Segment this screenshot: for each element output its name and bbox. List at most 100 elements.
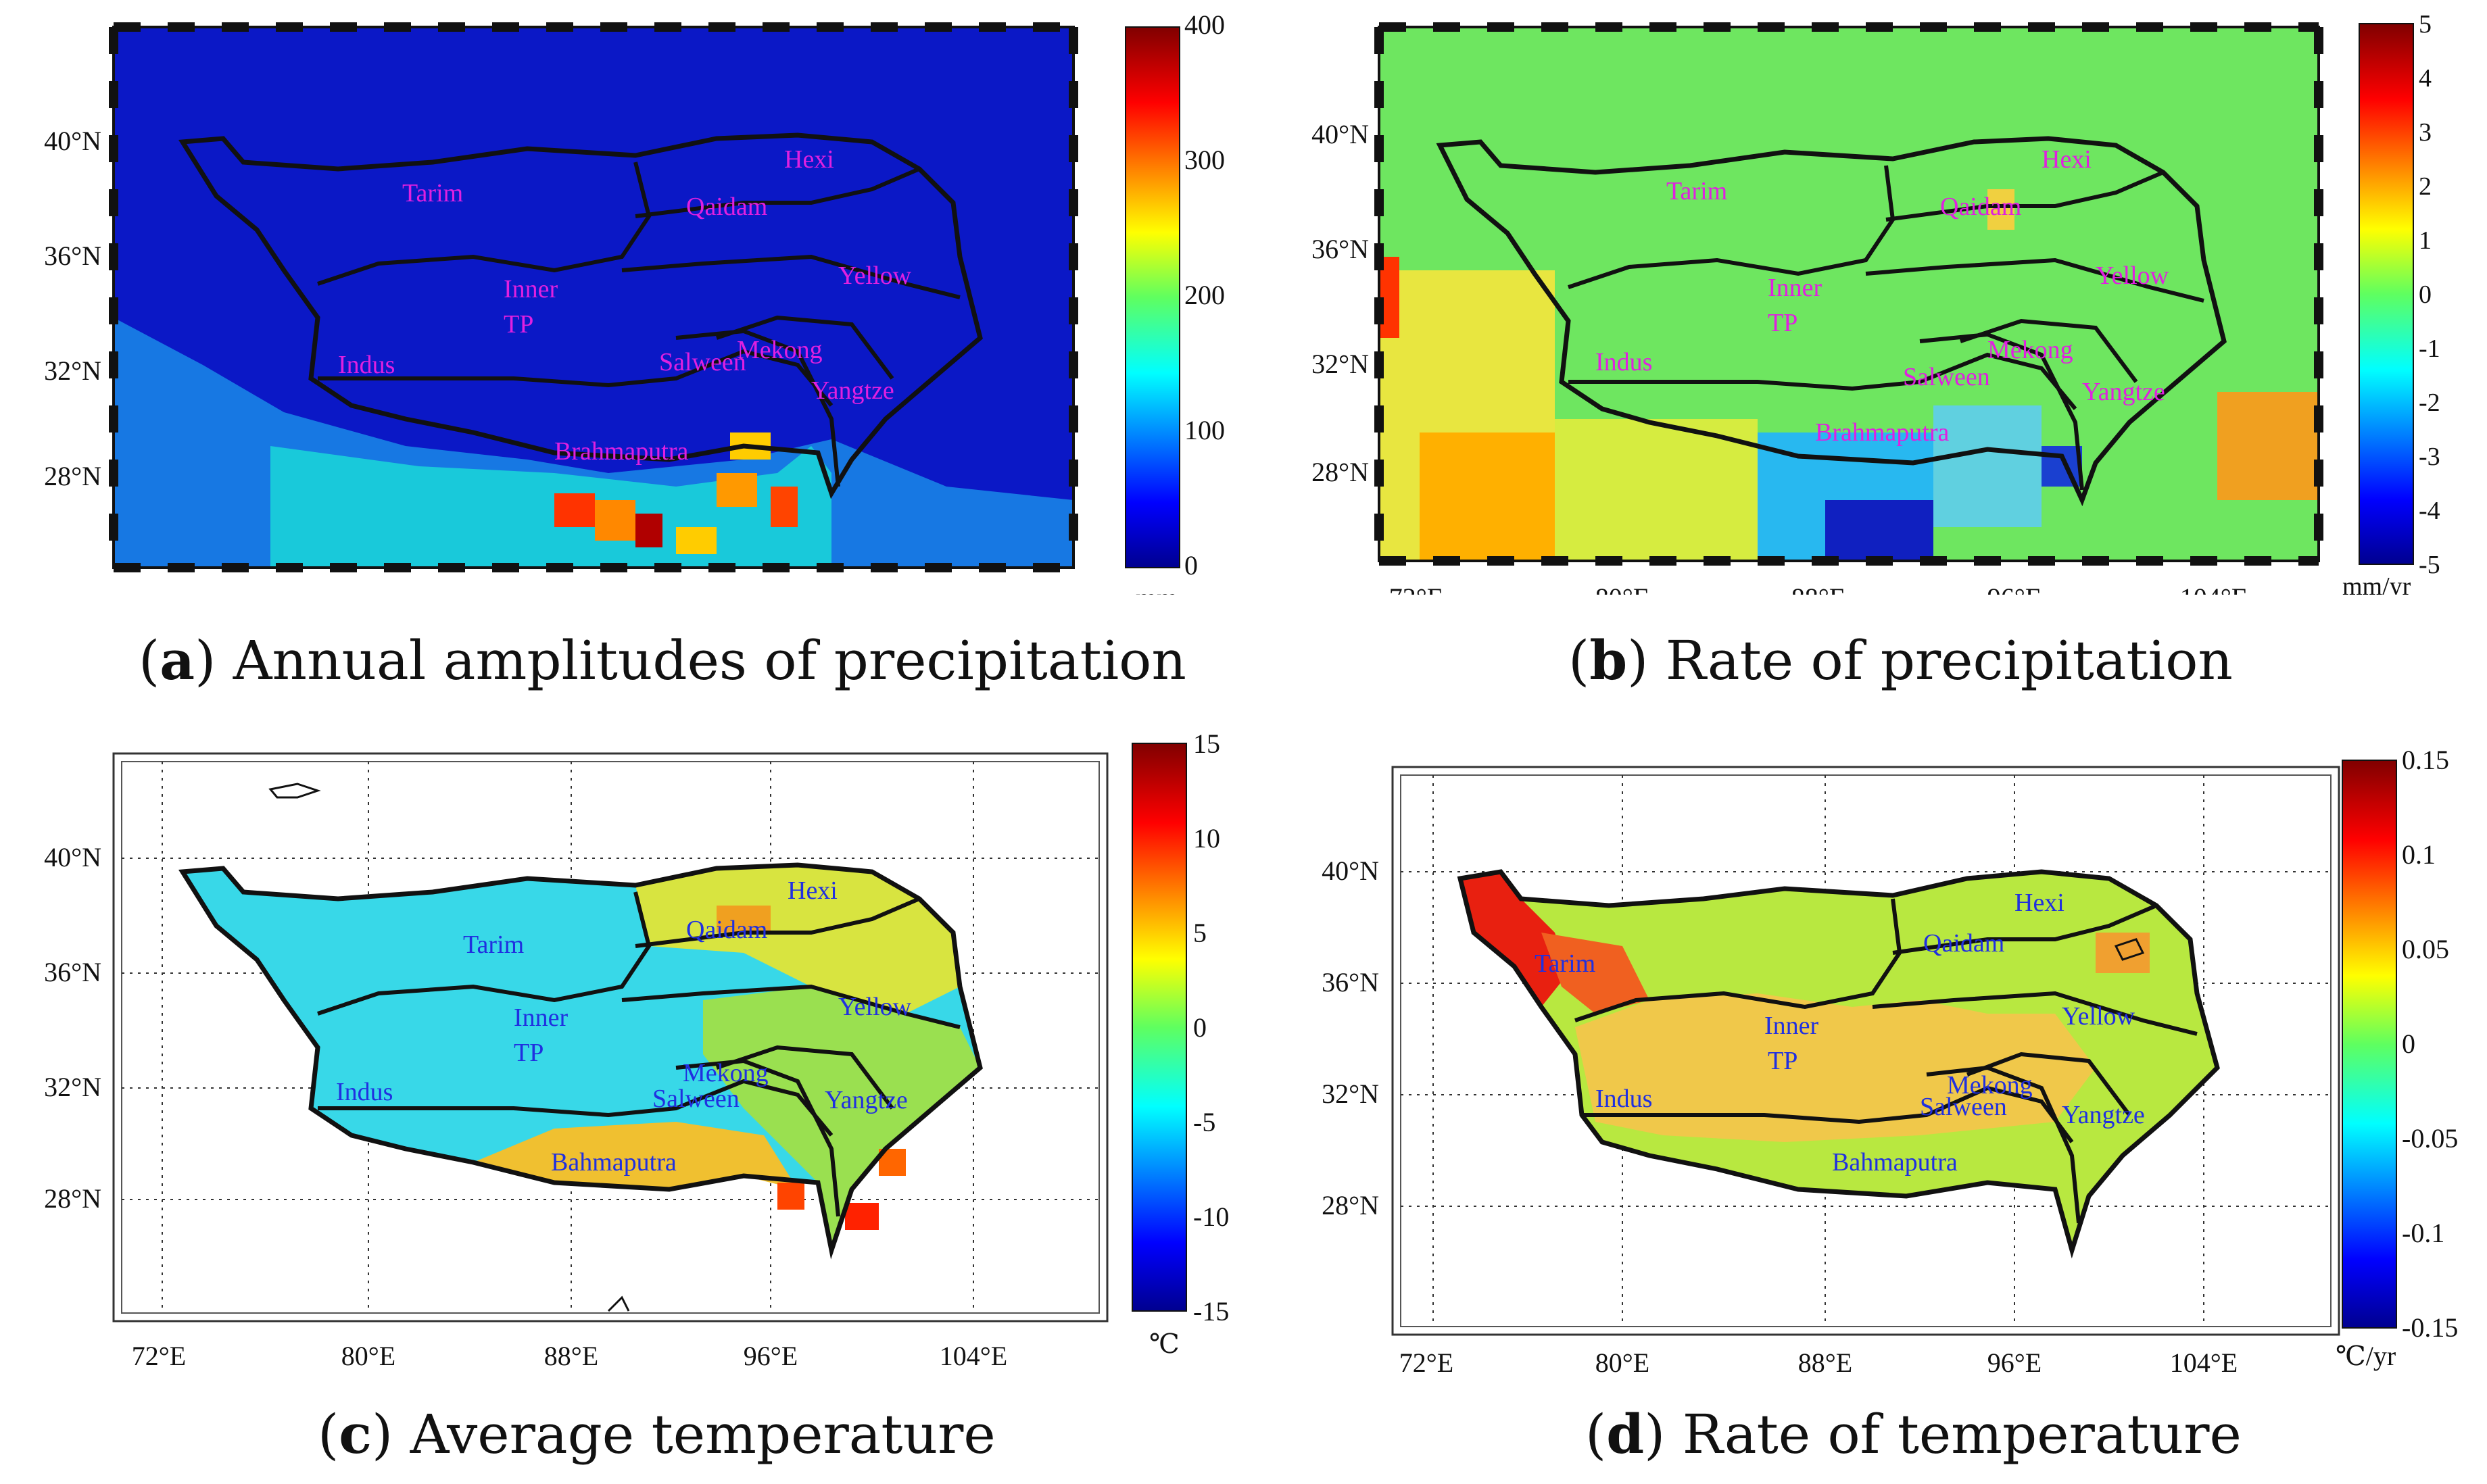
lake-outline	[2114, 938, 2145, 961]
x-tick: 104°E	[2170, 1347, 2238, 1378]
y-tick: 40°N	[44, 842, 101, 872]
colorbar-tick: -10	[1193, 1202, 1229, 1232]
x-tick: 104°E	[2180, 583, 2248, 595]
colorbar-tick: 300	[1184, 145, 1225, 175]
x-tick: 96°E	[744, 1341, 798, 1371]
region-label-yangtze: Yangtze	[2062, 1101, 2145, 1129]
colorbar-unit: ℃/yr	[2336, 1341, 2396, 1371]
region-label-hexi: Hexi	[2014, 889, 2065, 917]
y-tick: 32°N	[44, 355, 101, 386]
plateau-boundary	[178, 132, 983, 499]
region-label-indus: Indus	[336, 1078, 393, 1106]
region-label-salween: Salween	[1920, 1093, 2007, 1121]
colorbar-tick: 0.05	[2402, 934, 2449, 964]
region-label-tarim: Tarim	[463, 931, 524, 959]
colorbar-tick: 0	[2402, 1029, 2415, 1059]
plateau-boundary	[178, 862, 983, 1260]
colorbar-tick: 1	[2419, 226, 2432, 255]
colorbar-tick: 200	[1184, 280, 1225, 310]
colorbar-tick: 15	[1193, 730, 1220, 759]
y-tick: 28°N	[1311, 457, 1369, 487]
y-tick: 36°N	[44, 957, 101, 987]
region-label-salween: Salween	[1903, 363, 1990, 391]
region-label-yangtze: Yangtze	[2082, 378, 2165, 406]
region-label-mekong: Mekong	[737, 336, 823, 364]
colorbar-tick: -0.05	[2402, 1123, 2458, 1154]
region-label-yellow: Yellow	[2096, 262, 2169, 290]
region-label-mekong: Mekong	[683, 1059, 769, 1087]
x-tick: 96°E	[1987, 583, 2042, 595]
y-tick: 32°N	[1311, 349, 1369, 379]
caption-d: (d) Rate of temperature	[1585, 1402, 2242, 1466]
colorbar-tick: 5	[1193, 918, 1207, 948]
caption-letter: b	[1589, 628, 1628, 692]
colorbar: 0.15 0.1 0.05 0 -0.05 -0.1 -0.15 ℃/yr	[2336, 745, 2458, 1371]
caption-text: Annual amplitudes of precipitation	[233, 629, 1186, 692]
colorbar-tick: -4	[2419, 497, 2440, 525]
region-label-salween: Salween	[659, 348, 746, 376]
y-tick: 32°N	[1322, 1079, 1379, 1109]
region-label-tp: TP	[504, 310, 533, 339]
colorbar-tick: 4	[2419, 64, 2432, 93]
colorbar-tick: -15	[1193, 1296, 1229, 1327]
caption-text: Rate of temperature	[1682, 1403, 2242, 1466]
x-tick: 72°E	[132, 1341, 186, 1371]
x-tick: 88°E	[531, 589, 585, 595]
y-tick: 36°N	[1322, 967, 1379, 997]
region-label-hexi: Hexi	[784, 145, 834, 174]
x-tick: 80°E	[341, 1341, 395, 1371]
y-tick: 28°N	[44, 461, 101, 491]
region-label-qaidam: Qaidam	[686, 916, 767, 944]
colorbar-tick: -2	[2419, 389, 2440, 417]
region-label-tarim: Tarim	[1535, 949, 1595, 978]
caption-a: (a) Annual amplitudes of precipitation	[139, 628, 1186, 692]
colorbar-tick: -5	[1193, 1107, 1215, 1137]
region-label-tp: TP	[1768, 1047, 1797, 1075]
colorbar-tick: 0.15	[2402, 745, 2449, 775]
colorbar-tick: 100	[1184, 415, 1225, 445]
region-label-tp: TP	[514, 1039, 544, 1067]
map-frame	[1374, 22, 2323, 566]
y-tick: 32°N	[44, 1072, 101, 1102]
region-label-inner: Inner	[1764, 1012, 1819, 1040]
x-tick: 72°E	[1399, 1347, 1453, 1378]
colorbar-unit: mm	[1136, 583, 1178, 595]
caption-text: Average temperature	[410, 1403, 996, 1466]
region-label-yangtze: Yangtze	[811, 376, 894, 405]
colorbar-tick: -1	[2419, 335, 2440, 363]
colorbar: 15 10 5 0 -5 -10 -15 ℃	[1132, 730, 1229, 1359]
colorbar-unit: ℃	[1149, 1329, 1180, 1359]
caption-letter: d	[1606, 1402, 1645, 1466]
colorbar-tick: -5	[2419, 551, 2440, 579]
region-label-inner: Inner	[514, 1004, 569, 1032]
region-label-qaidam: Qaidam	[1940, 193, 2021, 221]
colorbar-tick: 5	[2419, 10, 2432, 39]
region-label-qaidam: Qaidam	[1923, 929, 2004, 958]
plateau-boundary	[1436, 136, 2227, 507]
hotspot	[554, 493, 595, 527]
map-frame	[109, 22, 1078, 572]
x-tick: 72°E	[1389, 583, 1443, 595]
region-label-inner: Inner	[1768, 274, 1822, 302]
caption-b: (b) Rate of precipitation	[1568, 628, 2233, 692]
map-frame	[1391, 766, 2340, 1336]
caption-letter: a	[160, 628, 195, 692]
y-tick: 28°N	[44, 1183, 101, 1214]
x-tick: 96°E	[730, 589, 784, 595]
colorbar-unit: mm/yr	[2342, 572, 2411, 595]
colorbar: 5 4 3 2 1 0 -1 -2 -3 -4 -5 mm/yr	[2342, 10, 2440, 595]
region-label-tarim: Tarim	[402, 179, 463, 207]
x-tick: 104°E	[940, 1341, 1007, 1371]
region-label-yellow: Yellow	[2062, 1002, 2135, 1031]
colorbar-tick: 0	[1184, 550, 1198, 580]
colorbar: 400 300 200 100 0 mm	[1125, 9, 1225, 595]
region-label-brahmaputra: Brahmaputra	[554, 437, 689, 466]
y-tick: 28°N	[1322, 1190, 1379, 1220]
map-border	[1378, 26, 2320, 562]
region-label-indus: Indus	[1595, 1085, 1652, 1113]
x-tick: 88°E	[1798, 1347, 1852, 1378]
region-label-hexi: Hexi	[2042, 145, 2092, 174]
region-label-bahmaputra: Bahmaputra	[1832, 1148, 1958, 1177]
map-frame	[112, 752, 1109, 1322]
x-tick: 80°E	[335, 589, 389, 595]
